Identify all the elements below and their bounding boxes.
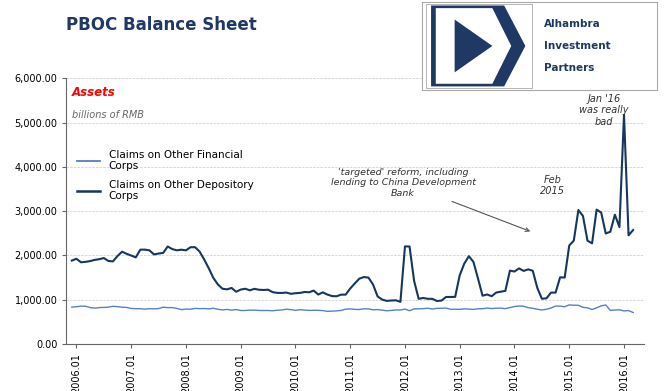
Text: Alhambra: Alhambra bbox=[544, 19, 601, 29]
Text: Partners: Partners bbox=[544, 63, 594, 73]
Polygon shape bbox=[431, 5, 525, 86]
Text: billions of RMB: billions of RMB bbox=[72, 110, 144, 120]
Legend: Claims on Other Financial
Corps, Claims on Other Depository
Corps: Claims on Other Financial Corps, Claims … bbox=[78, 150, 254, 201]
Text: 'targeted' reform, including
lending to China Development
Bank: 'targeted' reform, including lending to … bbox=[331, 168, 529, 231]
Polygon shape bbox=[455, 20, 493, 72]
Bar bbox=[426, 4, 533, 88]
Text: Assets: Assets bbox=[72, 86, 116, 99]
Text: Feb
2015: Feb 2015 bbox=[540, 175, 565, 196]
Polygon shape bbox=[436, 8, 511, 84]
Text: Investment: Investment bbox=[544, 41, 611, 51]
Text: Jan '16
was really
bad: Jan '16 was really bad bbox=[580, 93, 629, 127]
Text: PBOC Balance Sheet: PBOC Balance Sheet bbox=[66, 16, 257, 34]
